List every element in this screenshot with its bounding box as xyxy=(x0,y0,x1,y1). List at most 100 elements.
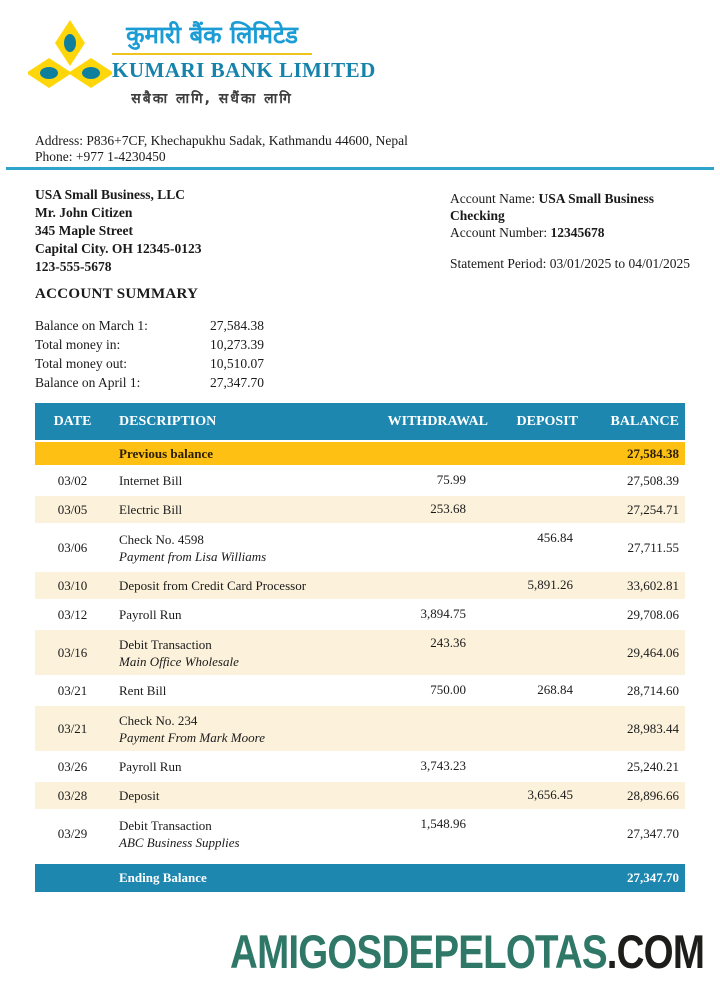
bank-address-block: Address: P836+7CF, Khechapukhu Sadak, Ka… xyxy=(35,133,408,165)
gold-divider xyxy=(112,53,312,55)
transactions-table: DATE DESCRIPTION WITHDRAWAL DEPOSIT BALA… xyxy=(35,403,685,892)
header-withdrawal: WITHDRAWAL xyxy=(387,413,488,429)
table-row: 03/02 Internet Bill 75.99 27,508.39 xyxy=(35,467,685,494)
bank-name-english: KUMARI BANK LIMITED xyxy=(112,58,376,82)
transaction-balance: 28,896.66 xyxy=(627,787,679,803)
bank-tagline: सबैका लागि, सधैंका लागि xyxy=(131,91,293,107)
watermark-suffix: .COM xyxy=(606,925,705,978)
previous-balance-value: 27,584.38 xyxy=(627,445,679,461)
summary-row: Balance on March 1: 27,584.38 xyxy=(35,318,264,333)
transaction-deposit xyxy=(490,467,580,494)
previous-balance-row: Previous balance 27,584.38 xyxy=(35,442,685,465)
transaction-balance: 25,240.21 xyxy=(627,758,679,774)
transaction-description: Check No. 4598 xyxy=(119,531,204,547)
summary-row: Balance on April 1: 27,347.70 xyxy=(35,375,264,390)
table-row: 03/21 Rent Bill 750.00 268.84 28,714.60 xyxy=(35,677,685,704)
transaction-detail: Payment from Lisa Williams xyxy=(119,548,267,564)
transaction-withdrawal: 750.00 xyxy=(430,682,466,697)
account-info-block: Account Name: USA Small Business Checkin… xyxy=(450,190,692,272)
transaction-detail: Payment From Mark Moore xyxy=(119,729,265,745)
transaction-deposit: 268.84 xyxy=(537,682,573,697)
transaction-withdrawal: 3,743.23 xyxy=(420,758,467,773)
transaction-detail: ABC Business Supplies xyxy=(119,834,240,850)
transaction-description: Deposit xyxy=(119,788,160,803)
transaction-deposit xyxy=(490,630,580,675)
transaction-withdrawal xyxy=(380,782,490,809)
customer-address-block: USA Small Business, LLC Mr. John Citizen… xyxy=(35,186,202,276)
transaction-description: Electric Bill xyxy=(119,502,183,517)
transaction-withdrawal xyxy=(380,525,490,570)
table-row: 03/21 Check No. 234 Payment From Mark Mo… xyxy=(35,706,685,751)
table-row: 03/10 Deposit from Credit Card Processor… xyxy=(35,572,685,599)
header-balance: BALANCE xyxy=(610,413,679,429)
customer-line: Mr. John Citizen xyxy=(35,205,133,220)
customer-line: 123-555-5678 xyxy=(35,259,112,274)
ending-balance-value: 27,347.70 xyxy=(627,870,679,885)
customer-line: 345 Maple Street xyxy=(35,223,133,238)
ending-balance-label: Ending Balance xyxy=(119,870,207,885)
transaction-description: Payroll Run xyxy=(119,607,182,622)
transaction-deposit: 3,656.45 xyxy=(527,787,574,802)
transaction-description: Debit Transaction xyxy=(119,636,212,652)
transaction-balance: 27,508.39 xyxy=(627,472,679,488)
transaction-description: Internet Bill xyxy=(119,473,183,488)
transaction-description: Rent Bill xyxy=(119,683,167,698)
transaction-withdrawal xyxy=(380,572,490,599)
transaction-balance: 27,711.55 xyxy=(627,539,679,555)
watermark-brand: AMIGOSDEPELOTAS xyxy=(229,925,608,978)
transaction-description: Payroll Run xyxy=(119,759,182,774)
header-description: DESCRIPTION xyxy=(119,413,217,429)
transaction-balance: 28,714.60 xyxy=(627,682,679,698)
account-name: Account Name: USA Small Business Checkin… xyxy=(450,191,655,223)
previous-balance-label: Previous balance xyxy=(119,445,214,461)
transaction-balance: 29,464.06 xyxy=(627,644,679,660)
transaction-withdrawal: 75.99 xyxy=(436,472,466,487)
bank-phone-line: Phone: +977 1-4230450 xyxy=(35,149,166,164)
statement-period: Statement Period: 03/01/2025 to 04/01/20… xyxy=(450,256,690,271)
bank-address-line: Address: P836+7CF, Khechapukhu Sadak, Ka… xyxy=(35,133,408,148)
account-summary-title: ACCOUNT SUMMARY xyxy=(35,286,199,302)
transaction-withdrawal xyxy=(380,706,490,751)
transaction-deposit xyxy=(490,706,580,751)
table-body: 03/02 Internet Bill 75.99 27,508.39 03/0… xyxy=(35,467,685,856)
table-row: 03/06 Check No. 4598 Payment from Lisa W… xyxy=(35,525,685,570)
transaction-deposit: 5,891.26 xyxy=(527,577,574,592)
transaction-deposit: 456.84 xyxy=(537,530,573,545)
transaction-withdrawal: 1,548.96 xyxy=(420,816,467,831)
transaction-deposit xyxy=(490,601,580,628)
summary-row: Total money out: 10,510.07 xyxy=(35,356,264,371)
transaction-balance: 27,347.70 xyxy=(627,825,679,841)
transaction-deposit xyxy=(490,753,580,780)
transaction-description: Debit Transaction xyxy=(119,817,212,833)
transaction-balance: 33,602.81 xyxy=(627,577,679,593)
transaction-withdrawal: 3,894.75 xyxy=(420,606,467,621)
transaction-balance: 29,708.06 xyxy=(627,606,679,622)
ending-balance-row: Ending Balance 27,347.70 xyxy=(35,864,685,892)
header-divider xyxy=(6,167,714,170)
transaction-balance: 28,983.44 xyxy=(627,720,679,736)
watermark: AMIGOSDEPELOTAS.COM xyxy=(229,924,705,979)
account-number: Account Number: 12345678 xyxy=(450,225,605,240)
table-row: 03/16 Debit Transaction Main Office Whol… xyxy=(35,630,685,675)
table-row: 03/26 Payroll Run 3,743.23 25,240.21 xyxy=(35,753,685,780)
customer-line: Capital City. OH 12345-0123 xyxy=(35,241,202,256)
transaction-deposit xyxy=(490,811,580,856)
header-date: DATE xyxy=(53,413,92,429)
bank-name-nepali: कुमारी बैंक लिमिटेड xyxy=(126,21,298,49)
kumari-bank-logo-icon xyxy=(26,20,114,88)
transaction-withdrawal: 253.68 xyxy=(430,501,466,516)
header-deposit: DEPOSIT xyxy=(516,413,578,429)
table-row: 03/29 Debit Transaction ABC Business Sup… xyxy=(35,811,685,856)
transaction-detail: Main Office Wholesale xyxy=(119,653,239,669)
account-summary: ACCOUNT SUMMARY Balance on March 1: 27,5… xyxy=(35,286,264,392)
transaction-description: Check No. 234 xyxy=(119,712,198,728)
bank-logo xyxy=(26,16,114,111)
table-row: 03/12 Payroll Run 3,894.75 29,708.06 xyxy=(35,601,685,628)
bank-name-block: कुमारी बैंक लिमिटेड KUMARI BANK LIMITED … xyxy=(112,20,376,108)
transaction-description: Deposit from Credit Card Processor xyxy=(119,578,307,593)
transaction-deposit xyxy=(490,496,580,523)
transaction-balance: 27,254.71 xyxy=(627,501,679,517)
table-row: 03/05 Electric Bill 253.68 27,254.71 xyxy=(35,496,685,523)
table-row: 03/28 Deposit 3,656.45 28,896.66 xyxy=(35,782,685,809)
